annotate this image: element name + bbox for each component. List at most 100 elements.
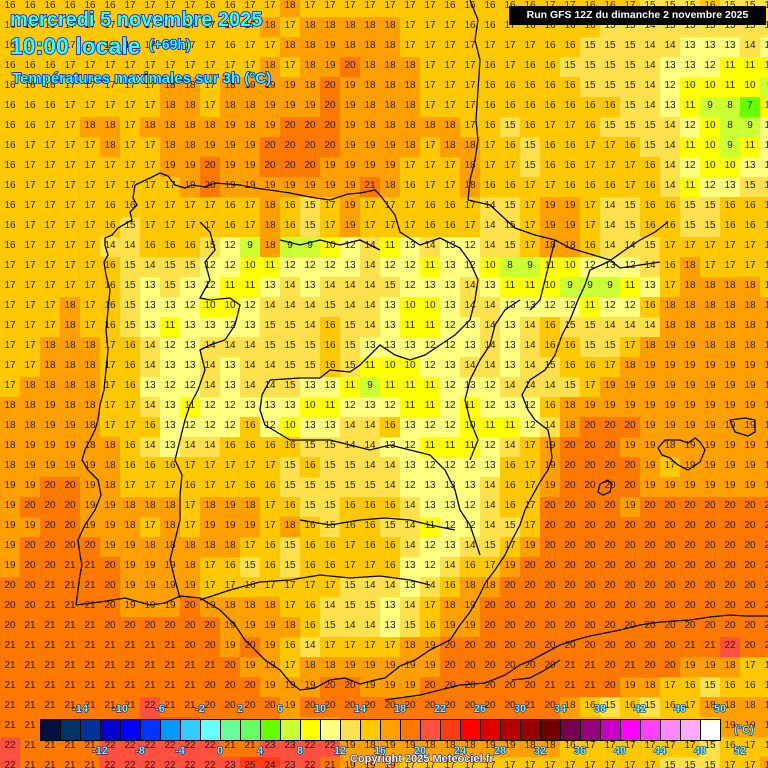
temperature-value: 18 [384,80,396,91]
temperature-value: 20 [724,600,736,611]
temperature-value: 14 [644,100,656,111]
temperature-value: 15 [704,740,716,751]
temperature-value: 17 [84,80,96,91]
temperature-value: 20 [624,420,636,431]
temperature-value: 15 [604,120,616,131]
temperature-value: 20 [504,680,516,691]
temperature-value: 15 [324,520,336,531]
temperature-value: 22 [4,760,16,768]
temperature-value: 20 [604,580,616,591]
temperature-value: 14 [664,180,676,191]
temperature-value: 16 [224,440,236,451]
temperature-value: 16 [264,480,276,491]
temperature-value: 17 [64,100,76,111]
temperature-value: 13 [144,300,156,311]
temperature-value: 16 [564,180,576,191]
temperature-value: 17 [104,180,116,191]
temperature-value: 13 [504,320,516,331]
temperature-value: 20 [544,520,556,531]
temperature-value: 16 [584,100,596,111]
temperature-value: 17 [584,140,596,151]
temperature-value: 11 [424,320,436,331]
temperature-value: 20 [724,500,736,511]
temperature-value: 17 [264,580,276,591]
temperature-value: 18 [44,380,56,391]
temperature-value: 17 [144,140,156,151]
temperature-value: 19 [544,480,556,491]
temperature-value: 20 [104,560,116,571]
temperature-value: 11 [404,380,416,391]
temperature-value: 16 [324,540,336,551]
temperature-value: 19 [224,620,236,631]
temperature-value: 17 [84,260,96,271]
temperature-value: 18 [224,600,236,611]
temperature-value: 14 [364,440,376,451]
temperature-value: 15 [764,0,768,11]
temperature-value: 19 [424,640,436,651]
legend-tick-bottom: 36 [573,745,587,758]
temperature-value: 17 [284,60,296,71]
temperature-value: 13 [664,100,676,111]
temperature-value: 20 [564,460,576,471]
temperature-value: 18 [224,80,236,91]
temperature-value: 13 [244,400,256,411]
temperature-value: 15 [304,480,316,491]
legend-tick-bottom: -4 [175,745,186,758]
temperature-value: 18 [344,20,356,31]
temperature-value: 17 [424,600,436,611]
temperature-value: 17 [224,60,236,71]
temperature-value: 19 [44,460,56,471]
temperature-value: 18 [644,340,656,351]
temperature-value: 19 [244,620,256,631]
legend-swatch [141,720,161,740]
temperature-value: 17 [4,380,16,391]
temperature-value: 16 [564,340,576,351]
legend-tick-bottom: 12 [333,745,347,758]
temperature-value: 19 [764,400,768,411]
temperature-value: 13 [404,460,416,471]
temperature-value: 19 [84,480,96,491]
temperature-value: 20 [764,560,768,571]
temperature-value: 14 [144,400,156,411]
temperature-value: 21 [124,640,136,651]
temperature-value: 16 [524,120,536,131]
temperature-value: 20 [544,640,556,651]
temperature-value: 12 [224,400,236,411]
temperature-value: 20 [544,580,556,591]
temperature-value: 15 [324,300,336,311]
temperature-value: 14 [104,240,116,251]
temperature-value: 20 [584,520,596,531]
temperature-value: 20 [604,440,616,451]
temperature-value: 20 [604,500,616,511]
temperature-value: 19 [144,560,156,571]
temperature-value: 18 [4,400,16,411]
temperature-value: 17 [64,200,76,211]
temperature-value: 17 [344,540,356,551]
temperature-value: 17 [124,100,136,111]
temperature-value: 17 [704,240,716,251]
temperature-value: 18 [684,260,696,271]
temperature-value: 16 [224,40,236,51]
temperature-value: 20 [464,700,476,711]
legend-tick-top: 14 [353,703,367,716]
temperature-value: 15 [264,340,276,351]
temperature-value: 17 [124,400,136,411]
temperature-value: 17 [604,740,616,751]
temperature-value: 14 [624,240,636,251]
temperature-value: 22 [104,760,116,768]
temperature-value: 13 [764,160,768,171]
temperature-value: 12 [224,260,236,271]
temperature-value: 13 [284,400,296,411]
temperature-value: 12 [224,320,236,331]
temperature-value: 18 [184,140,196,151]
legend-tick-top: -14 [72,703,89,716]
temperature-value: 20 [744,560,756,571]
temperature-value: 18 [244,500,256,511]
temperature-value: 18 [764,320,768,331]
temperature-value: 12 [404,260,416,271]
temperature-value: 17 [184,0,196,11]
temperature-value: 12 [704,180,716,191]
temperature-value: 16 [664,220,676,231]
temperature-value: 17 [504,60,516,71]
temperature-value: 17 [664,460,676,471]
